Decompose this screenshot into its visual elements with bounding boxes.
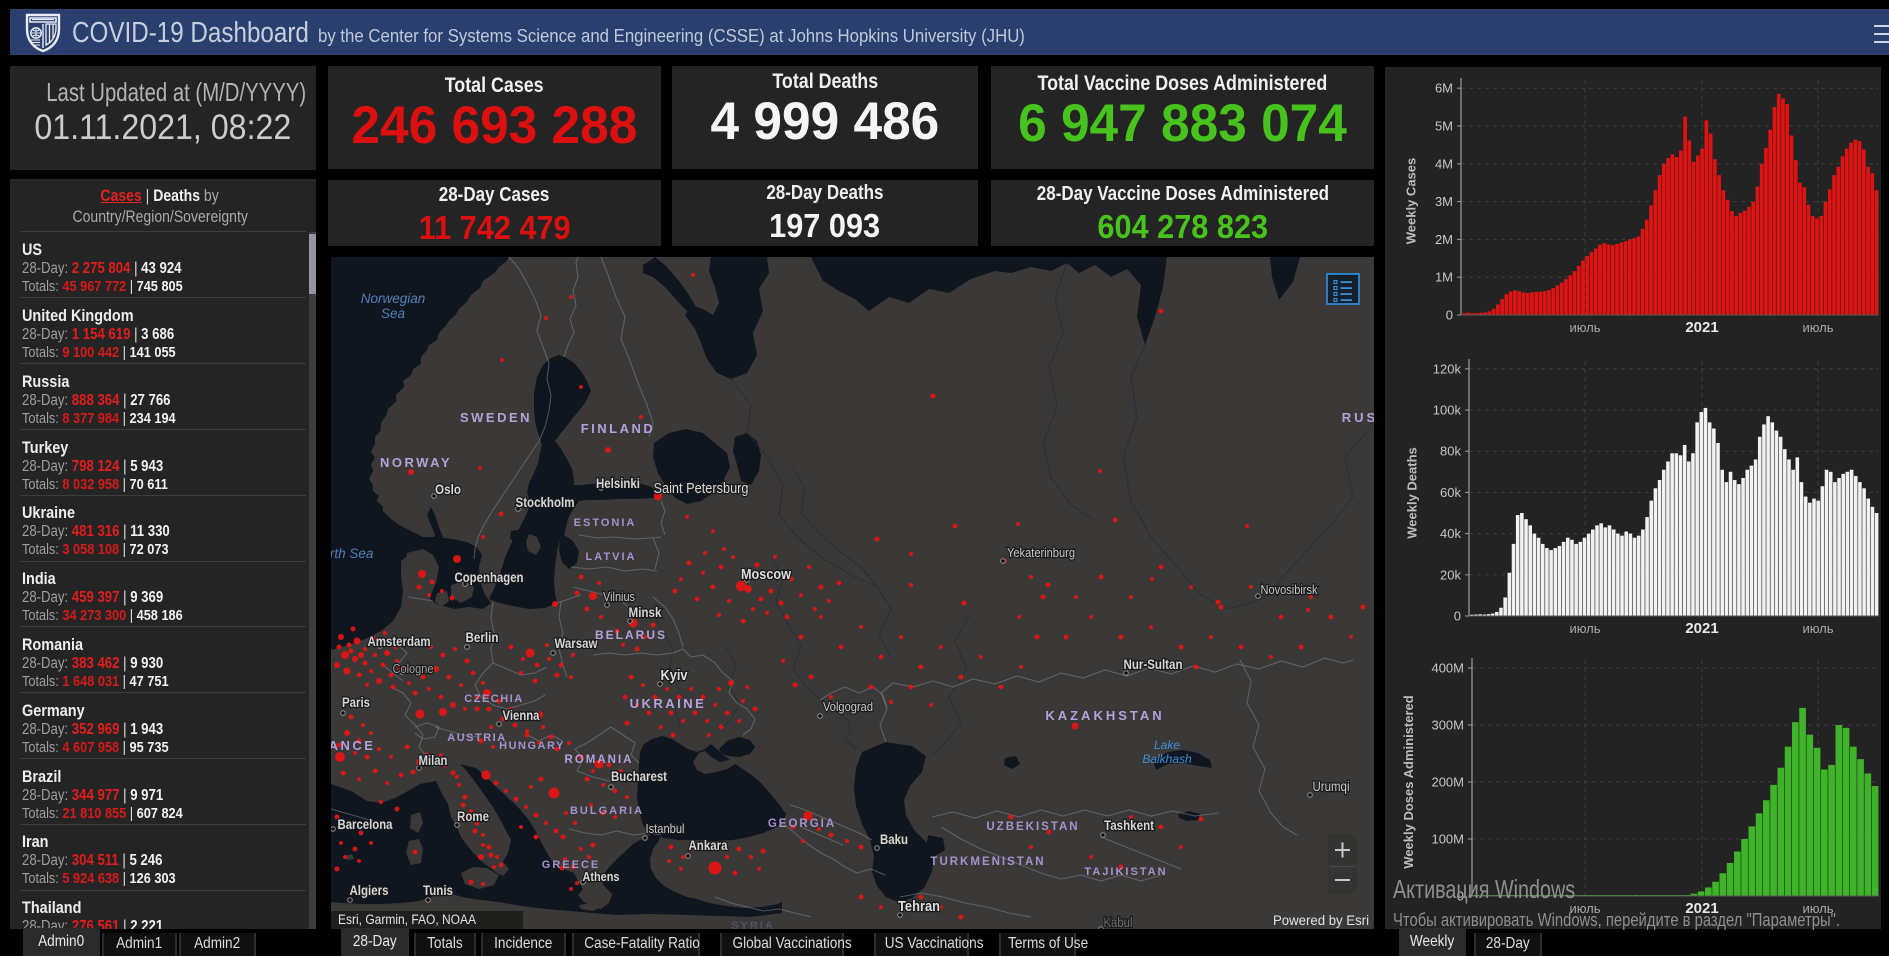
svg-text:0: 0 [1454, 609, 1461, 624]
svg-text:Weekly Deaths: Weekly Deaths [1405, 447, 1420, 539]
svg-text:FINLAND: FINLAND [581, 421, 656, 436]
svg-text:UKRAINE: UKRAINE [630, 696, 707, 711]
svg-text:2021: 2021 [1685, 620, 1718, 637]
svg-text:июль: июль [1569, 901, 1600, 916]
svg-text:KAZAKHSTAN: KAZAKHSTAN [1045, 708, 1164, 723]
svg-text:ESTONIA: ESTONIA [574, 517, 637, 529]
svg-text:BULGARIA: BULGARIA [570, 805, 644, 817]
svg-text:GEORGIA: GEORGIA [768, 818, 836, 830]
svg-text:Baku: Baku [880, 832, 908, 847]
svg-text:Tehran: Tehran [898, 898, 940, 915]
svg-text:Tunis: Tunis [423, 883, 453, 898]
svg-text:Amsterdam: Amsterdam [368, 634, 431, 649]
svg-text:0: 0 [1457, 889, 1464, 904]
svg-text:2021: 2021 [1685, 900, 1718, 917]
svg-text:200M: 200M [1431, 775, 1464, 790]
svg-text:Norwegian: Norwegian [361, 291, 426, 306]
svg-text:40k: 40k [1440, 526, 1461, 541]
svg-text:Barcelona: Barcelona [338, 817, 393, 832]
svg-text:4M: 4M [1435, 156, 1453, 171]
svg-text:UZBEKISTAN: UZBEKISTAN [986, 821, 1079, 833]
svg-text:AUSTRIA: AUSTRIA [447, 732, 506, 744]
svg-text:Bucharest: Bucharest [611, 769, 667, 784]
svg-text:июль: июль [1802, 621, 1833, 636]
svg-text:1M: 1M [1435, 270, 1453, 285]
svg-text:Weekly Doses Administered: Weekly Doses Administered [1401, 695, 1416, 868]
svg-text:Moscow: Moscow [741, 566, 791, 583]
svg-text:Cologne: Cologne [393, 661, 434, 676]
svg-text:Copenhagen: Copenhagen [455, 570, 524, 585]
svg-text:ANCE: ANCE [331, 738, 375, 753]
svg-text:Paris: Paris [342, 695, 370, 710]
svg-text:North Sea: North Sea [331, 546, 374, 561]
svg-text:Oslo: Oslo [435, 482, 461, 497]
svg-text:6M: 6M [1435, 81, 1453, 96]
svg-text:TURKMENISTAN: TURKMENISTAN [930, 856, 1045, 868]
svg-text:CZECHIA: CZECHIA [464, 693, 523, 705]
svg-text:GREECE: GREECE [542, 859, 600, 871]
svg-text:июль: июль [1569, 320, 1600, 335]
svg-text:Urumqi: Urumqi [1313, 779, 1350, 794]
svg-text:Berlin: Berlin [466, 630, 499, 645]
svg-text:июль: июль [1569, 621, 1600, 636]
svg-text:Vienna: Vienna [503, 708, 540, 723]
svg-text:Minsk: Minsk [629, 605, 662, 620]
svg-text:Kyiv: Kyiv [661, 667, 689, 684]
svg-text:Volgograd: Volgograd [823, 699, 873, 714]
svg-text:TAJIKISTAN: TAJIKISTAN [1084, 866, 1167, 878]
svg-text:100M: 100M [1431, 832, 1464, 847]
svg-text:120k: 120k [1433, 361, 1462, 376]
svg-text:SWEDEN: SWEDEN [460, 410, 532, 425]
svg-text:2021: 2021 [1685, 319, 1718, 336]
svg-text:Saint Petersburg: Saint Petersburg [654, 480, 749, 497]
svg-text:NORWAY: NORWAY [380, 455, 452, 470]
svg-text:июль: июль [1802, 901, 1833, 916]
svg-text:2M: 2M [1435, 232, 1453, 247]
svg-text:Tashkent: Tashkent [1104, 818, 1154, 833]
svg-text:SYRIA: SYRIA [731, 920, 775, 929]
svg-text:60k: 60k [1440, 485, 1461, 500]
svg-text:июль: июль [1802, 320, 1833, 335]
svg-text:Esri, Garmin, FAO, NOAA: Esri, Garmin, FAO, NOAA [338, 912, 476, 927]
svg-text:Warsaw: Warsaw [555, 636, 598, 651]
svg-text:Rome: Rome [457, 809, 489, 824]
svg-text:BELARUS: BELARUS [595, 628, 667, 642]
svg-text:Istanbul: Istanbul [646, 821, 685, 836]
svg-text:0: 0 [1446, 308, 1453, 323]
svg-text:Kabul: Kabul [1104, 915, 1133, 929]
svg-text:5M: 5M [1435, 119, 1453, 134]
svg-text:20k: 20k [1440, 567, 1461, 582]
svg-text:Helsinki: Helsinki [596, 476, 640, 491]
svg-text:LATVIA: LATVIA [586, 551, 637, 563]
svg-text:Vilnius: Vilnius [603, 589, 635, 604]
svg-text:Stockholm: Stockholm [516, 495, 575, 510]
svg-text:ROMANIA: ROMANIA [565, 754, 634, 766]
svg-text:80k: 80k [1440, 444, 1461, 459]
svg-text:3M: 3M [1435, 194, 1453, 209]
svg-text:Balkhash: Balkhash [1142, 752, 1192, 766]
svg-text:RUS: RUS [1342, 410, 1374, 425]
svg-text:Athens: Athens [583, 869, 620, 884]
svg-text:300M: 300M [1431, 718, 1464, 733]
svg-text:Powered by Esri: Powered by Esri [1273, 913, 1369, 928]
svg-text:Novosibirsk: Novosibirsk [1261, 582, 1318, 597]
svg-text:Lake: Lake [1154, 738, 1180, 752]
svg-text:400M: 400M [1431, 661, 1464, 676]
svg-text:Ankara: Ankara [689, 838, 728, 853]
svg-text:HUNGARY: HUNGARY [499, 740, 565, 752]
svg-text:100k: 100k [1433, 403, 1462, 418]
svg-text:Sea: Sea [381, 306, 406, 321]
svg-text:Nur-Sultan: Nur-Sultan [1124, 657, 1183, 672]
svg-text:Milan: Milan [419, 753, 448, 768]
svg-text:Algiers: Algiers [350, 883, 389, 898]
svg-text:Weekly Cases: Weekly Cases [1404, 158, 1419, 245]
svg-text:Yekaterinburg: Yekaterinburg [1007, 545, 1075, 560]
